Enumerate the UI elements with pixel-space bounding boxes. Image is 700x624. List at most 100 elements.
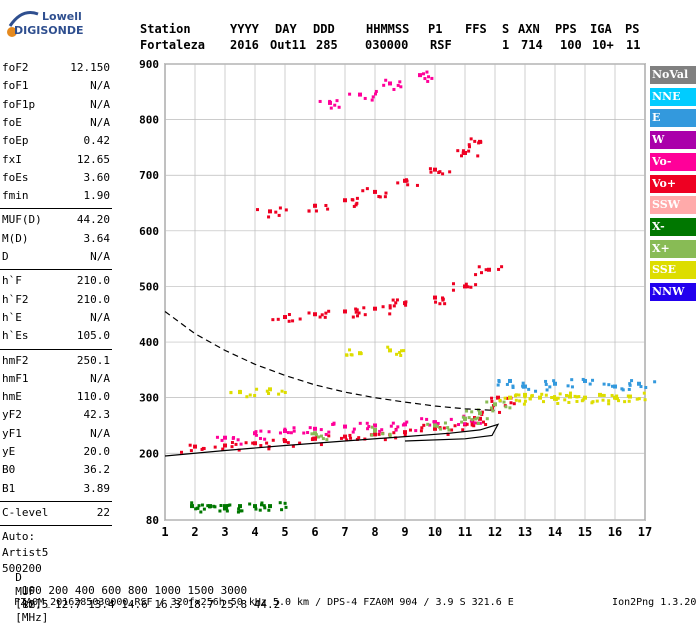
echo-mark <box>563 398 567 402</box>
echo-mark <box>381 305 385 309</box>
header-label: AXN <box>518 22 540 36</box>
echo-mark <box>302 431 306 435</box>
param-name: h`F2 <box>2 292 29 306</box>
echo-mark <box>278 206 282 210</box>
echo-mark <box>542 400 546 404</box>
echo-mark <box>349 436 353 440</box>
echo-mark <box>422 423 426 427</box>
echo-mark <box>527 387 531 391</box>
header-value: 285 <box>316 38 338 52</box>
echo-mark <box>323 315 327 319</box>
echo-mark <box>267 215 271 219</box>
param-value: N/A <box>90 97 110 111</box>
echo-mark <box>489 406 493 410</box>
legend-item: E <box>650 109 696 128</box>
header-label: DAY <box>275 22 297 36</box>
data-point <box>313 426 317 431</box>
echo-mark <box>287 319 291 323</box>
echo-mark <box>447 428 451 432</box>
echo-mark <box>219 503 223 507</box>
echo-mark <box>291 444 295 448</box>
echo-mark <box>610 384 614 388</box>
data-point <box>268 387 272 392</box>
echo-mark <box>228 503 232 507</box>
y-tick-label: 600 <box>139 225 159 238</box>
echo-mark <box>523 399 527 403</box>
echo-mark <box>370 98 374 102</box>
data-point <box>223 435 227 440</box>
echo-mark <box>370 433 374 437</box>
echo-mark <box>573 394 577 398</box>
divider <box>0 500 112 502</box>
echo-mark <box>328 99 332 103</box>
param-row: hmF1 N/A <box>2 370 110 388</box>
echo-mark <box>644 385 648 389</box>
echo-mark <box>436 421 440 425</box>
echo-mark <box>437 171 441 175</box>
echo-mark <box>306 431 310 435</box>
data-point <box>433 426 437 431</box>
echo-mark <box>319 434 323 438</box>
param-name: foF1 <box>2 79 29 93</box>
echo-mark <box>477 141 481 145</box>
series-e-spread <box>496 377 657 393</box>
echo-mark <box>420 426 424 430</box>
param-name: yE <box>2 445 16 458</box>
echo-mark <box>415 183 419 187</box>
echo-mark <box>591 378 595 382</box>
echo-mark <box>212 504 216 508</box>
echo-mark <box>402 349 406 353</box>
echo-mark <box>467 416 471 420</box>
y-tick-label: 400 <box>139 336 159 349</box>
echo-mark <box>291 319 295 323</box>
echo-mark <box>240 509 244 513</box>
echo-mark <box>307 311 311 315</box>
echo-mark <box>441 172 445 176</box>
echo-mark <box>351 315 355 319</box>
echo-mark <box>534 389 538 393</box>
echo-mark <box>485 417 489 421</box>
param-row: B0 36.2 <box>2 461 110 479</box>
echo-mark <box>194 507 198 511</box>
echo-mark <box>474 417 478 421</box>
echo-mark <box>381 432 385 436</box>
echo-mark <box>395 298 399 302</box>
param-name: D <box>2 250 9 263</box>
x-tick-label: 5 <box>281 525 288 539</box>
echo-mark <box>620 387 624 391</box>
echo-mark <box>388 306 392 310</box>
data-point <box>283 429 287 434</box>
footer-distance-value: 100 <box>15 584 42 597</box>
echo-mark <box>457 423 461 427</box>
echo-mark <box>196 506 200 510</box>
param-name: fmin <box>2 189 29 203</box>
data-point <box>313 312 317 317</box>
param-value: 110.0 <box>76 390 110 404</box>
echo-mark <box>358 421 362 425</box>
echo-mark <box>274 210 278 214</box>
x-tick-label: 17 <box>638 525 652 539</box>
echo-mark <box>292 426 296 430</box>
echo-mark <box>514 393 518 397</box>
echo-mark <box>222 507 226 511</box>
header-label: HHMMSS <box>366 22 410 36</box>
echo-mark <box>476 154 480 158</box>
echo-mark <box>575 399 579 403</box>
echo-mark <box>321 437 325 441</box>
echo-mark <box>354 203 358 207</box>
echo-mark <box>481 420 485 424</box>
param-name: foEs <box>2 170 29 184</box>
echo-mark <box>258 436 262 440</box>
echo-mark <box>601 398 605 402</box>
param-row: C-level 22 <box>2 504 110 522</box>
header-label: S <box>502 22 510 36</box>
echo-mark <box>451 282 455 286</box>
echo-mark <box>315 435 319 439</box>
y-tick-label: 500 <box>139 280 159 293</box>
echo-mark <box>357 311 361 315</box>
header-label: Station <box>140 22 191 36</box>
echo-mark <box>267 392 271 396</box>
echo-mark <box>254 507 258 511</box>
echo-mark <box>503 396 507 400</box>
echo-mark <box>460 154 464 158</box>
